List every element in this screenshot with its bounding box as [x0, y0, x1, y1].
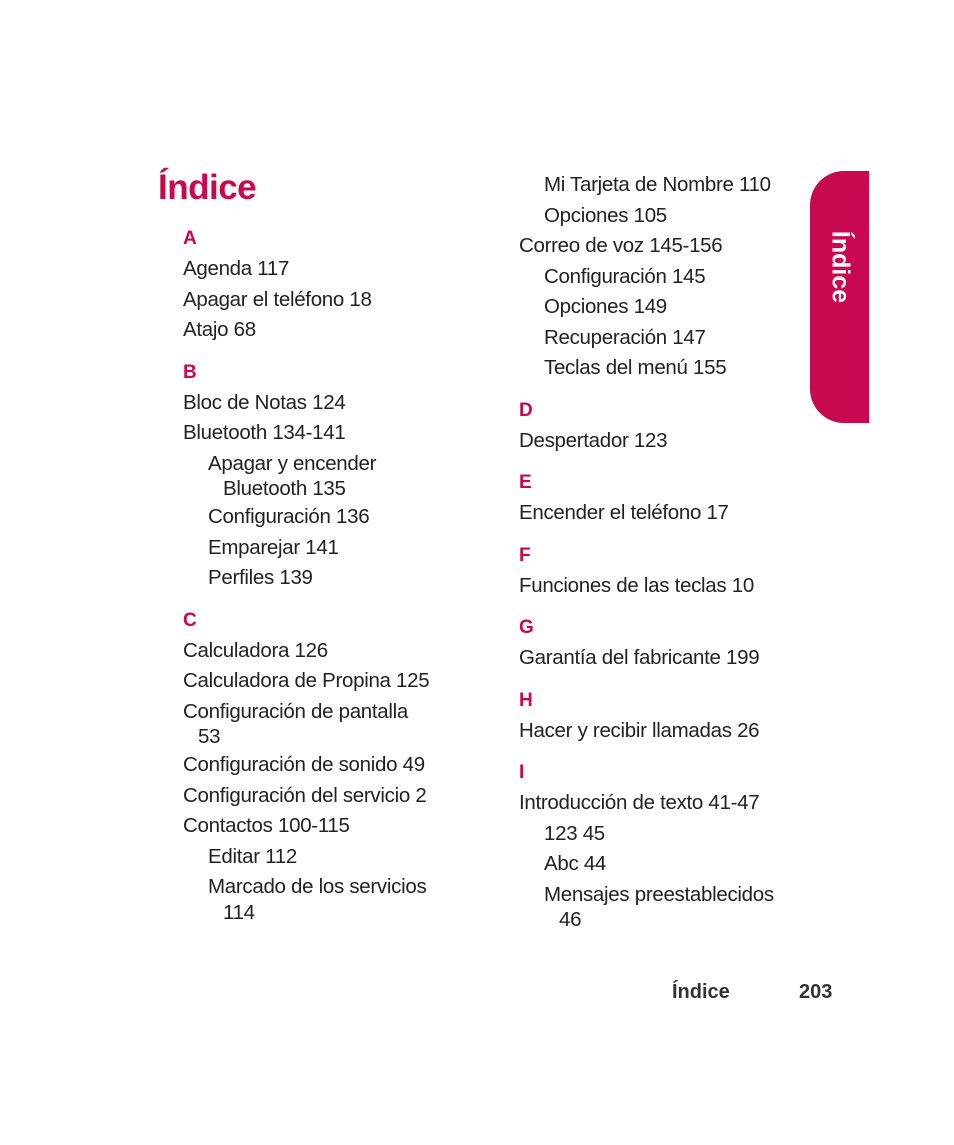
index-subentry: Configuración 145: [544, 264, 706, 288]
index-entry: Atajo 68: [183, 318, 256, 341]
index-subentry: Perfiles 139: [208, 566, 313, 589]
index-subentry-continuation: Bluetooth 135: [223, 477, 346, 500]
section-tab: Índice: [810, 171, 869, 423]
index-subentry: Configuración 136: [208, 505, 370, 528]
section-letter-b: B: [183, 361, 197, 383]
index-subentry: Apagar y encender: [208, 451, 377, 475]
section-letter-c: C: [183, 609, 197, 631]
index-subentry-continuation: 114: [223, 900, 255, 924]
section-letter-e: E: [519, 472, 532, 493]
section-letter-g: G: [519, 617, 534, 638]
index-entry: Calculadora 126: [183, 638, 328, 662]
index-entry: Despertador 123: [519, 428, 668, 452]
index-subentry: 123 45: [544, 821, 605, 845]
index-subentry: Teclas del menú 155: [544, 356, 727, 379]
index-entry: Funciones de las teclas 10: [519, 573, 754, 597]
index-entry: Introducción de texto 41-47: [519, 791, 760, 814]
index-subentry: Marcado de los servicios: [208, 875, 427, 898]
footer-section-label: Índice: [672, 981, 730, 1003]
index-subentry-continuation: 46: [559, 908, 582, 931]
index-column-right: Mi Tarjeta de Nombre 110 Opciones 105 Co…: [519, 170, 819, 933]
section-letter-d: D: [519, 399, 533, 421]
index-subentry: Emparejar 141: [208, 535, 339, 559]
index-subentry: Abc 44: [544, 852, 607, 875]
page-number: 203: [799, 981, 833, 1003]
index-entry: Bluetooth 134-141: [183, 421, 346, 444]
index-subentry: Opciones 105: [544, 203, 667, 227]
index-subentry: Mensajes preestablecidos: [544, 882, 774, 906]
index-entry: Contactos 100-115: [183, 814, 350, 837]
index-subentry: Mi Tarjeta de Nombre 110: [544, 173, 771, 196]
index-entry: Correo de voz 145-156: [519, 234, 723, 257]
index-column-left: A Agenda 117 Apagar el teléfono 18 Atajo…: [183, 226, 483, 926]
section-letter-i: I: [519, 762, 525, 783]
page-title: Índice: [158, 168, 257, 207]
index-entry: Bloc de Notas 124: [183, 390, 346, 414]
index-entry: Configuración de pantalla: [183, 699, 408, 723]
index-entry: Hacer y recibir llamadas 26: [519, 718, 760, 742]
index-entry-continuation: 53: [198, 725, 221, 748]
index-subentry: Opciones 149: [544, 295, 667, 318]
index-entry: Configuración de sonido 49: [183, 753, 425, 776]
index-entry: Garantía del fabricante 199: [519, 646, 760, 669]
index-entry: Configuración del servicio 2: [183, 783, 427, 807]
index-entry: Encender el teléfono 17: [519, 501, 729, 524]
index-subentry: Recuperación 147: [544, 325, 706, 349]
section-letter-f: F: [519, 544, 531, 566]
section-letter-h: H: [519, 689, 533, 711]
section-letter-a: A: [183, 228, 197, 249]
section-tab-label: Índice: [826, 230, 854, 304]
index-entry: Apagar el teléfono 18: [183, 287, 372, 311]
index-entry: Agenda 117: [183, 257, 290, 280]
index-subentry: Editar 112: [208, 844, 297, 868]
index-entry: Calculadora de Propina 125: [183, 669, 430, 692]
